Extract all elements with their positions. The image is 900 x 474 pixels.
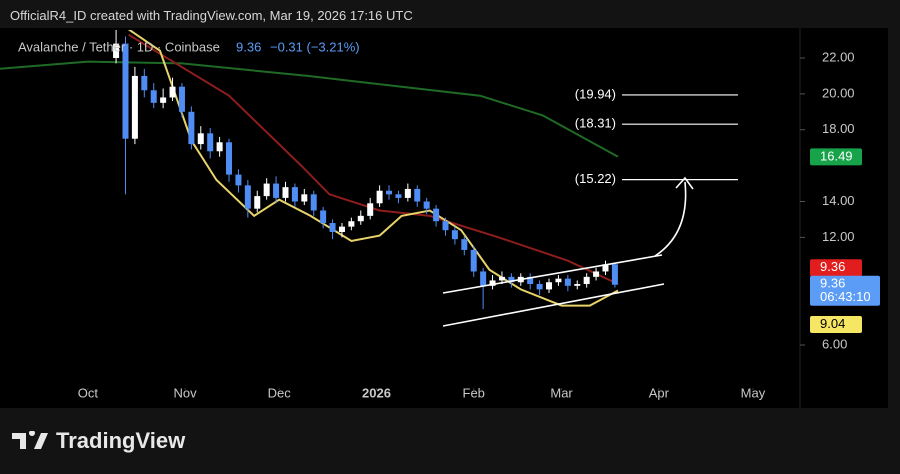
candle-body [357, 215, 364, 222]
last-price: 9.36 [236, 39, 261, 54]
candle-body [451, 230, 458, 240]
candle-body [527, 276, 534, 285]
candle-body [423, 201, 430, 209]
logo-icon [12, 431, 48, 449]
candle-body [602, 264, 609, 272]
candle-body [338, 226, 345, 232]
moving-average [0, 60, 619, 158]
y-tick-label: 22.00 [822, 49, 855, 64]
candle-body [273, 183, 280, 198]
channel-top [442, 254, 663, 294]
candle-body [593, 271, 600, 277]
x-tick-label: Dec [268, 385, 292, 400]
candle-body [546, 282, 553, 290]
candle-body [574, 284, 581, 286]
candle-body [329, 223, 336, 232]
candle-body [141, 75, 148, 91]
candle-body [188, 111, 195, 145]
drawings [442, 176, 694, 327]
x-tick-label: Oct [78, 385, 99, 400]
candle-body [489, 280, 496, 286]
candle-body [320, 210, 327, 224]
candle-body [226, 142, 233, 175]
candle-body [508, 276, 515, 283]
candle-body [348, 221, 355, 227]
y-tick-label: 6.00 [822, 336, 847, 351]
candle-body [310, 194, 317, 211]
candle-body [291, 187, 298, 202]
candle-body [207, 133, 214, 152]
y-tick-label: 20.00 [822, 85, 855, 100]
arrow-head [675, 176, 694, 190]
candle-body [376, 190, 383, 204]
x-tick-label: May [741, 385, 766, 400]
price-tag-label: 9.36 [820, 259, 845, 274]
y-tick-label: 14.00 [822, 193, 855, 208]
candle-body [442, 221, 449, 231]
x-tick-label: Apr [649, 385, 670, 400]
price-tag-label: 9.36 [820, 276, 845, 291]
candle-body [178, 86, 185, 112]
arrow [654, 181, 687, 257]
candle-body [131, 75, 138, 139]
channel-bottom [442, 283, 665, 327]
candle-body [564, 278, 571, 286]
y-tick-label: 18.00 [822, 121, 855, 136]
candle-body [611, 264, 618, 285]
moving-average [128, 33, 619, 285]
x-tick-label: 2026 [362, 385, 391, 400]
x-tick-label: Nov [174, 385, 198, 400]
candle-body [150, 90, 157, 103]
candle-body [367, 203, 374, 216]
candle-body [404, 188, 411, 198]
price-tag-label: 9.04 [820, 316, 845, 331]
change: −0.31 (−3.21%) [270, 39, 360, 54]
price-tag-label: 16.49 [820, 148, 853, 163]
candle-body [122, 43, 129, 139]
x-tick-label: Feb [463, 385, 485, 400]
candle-body [160, 97, 167, 103]
price-tag [810, 315, 862, 333]
price-tag [810, 259, 862, 277]
moving-average [128, 30, 619, 307]
candle-body [235, 174, 242, 186]
logo-text: TradingView [56, 428, 186, 453]
x-tick-label: Mar [550, 385, 573, 400]
price-tag-timer: 06:43:10 [820, 289, 871, 304]
candle-body [461, 239, 468, 250]
target-label: (19.94) [575, 86, 616, 101]
candle-body [555, 278, 562, 283]
candle-body [301, 194, 308, 202]
price-tag [810, 275, 880, 306]
price-tag [810, 148, 862, 166]
candle-body [263, 183, 270, 197]
candle-body [216, 142, 223, 152]
candle-body [498, 276, 505, 281]
candle-body [244, 185, 251, 209]
candle-body [169, 86, 176, 98]
candle-body [480, 271, 487, 286]
candle-body [433, 208, 440, 222]
symbol: Avalanche / Tether · 1D · Coinbase [18, 39, 220, 54]
candle-body [536, 284, 543, 290]
header: OfficialR4_ID created with TradingView.c… [10, 8, 413, 23]
logo: TradingView [12, 428, 185, 454]
candle-body [254, 196, 261, 209]
target-label: (15.22) [575, 171, 616, 186]
candle-body [395, 194, 402, 198]
candle-body [197, 133, 204, 145]
candle-body [470, 249, 477, 272]
chart: 6.00 12.00 14.00 18.00 20.00 22.00 Oct Nov Dec 20… [0, 28, 888, 408]
candle-body [282, 187, 289, 198]
target-label: (18.31) [575, 116, 616, 131]
candle-body [583, 276, 590, 285]
y-tick-label: 12.00 [822, 229, 855, 244]
candle-body [414, 188, 421, 202]
candle-body [113, 43, 120, 58]
candle-body [386, 190, 393, 195]
